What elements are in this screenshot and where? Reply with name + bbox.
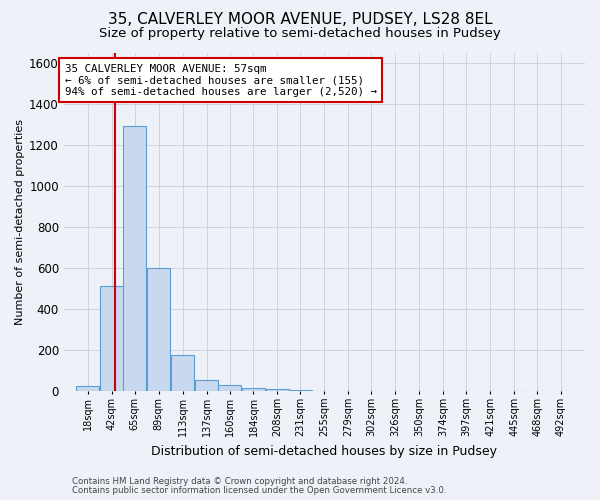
Bar: [289, 390, 312, 391]
Text: Contains public sector information licensed under the Open Government Licence v3: Contains public sector information licen…: [72, 486, 446, 495]
Text: Size of property relative to semi-detached houses in Pudsey: Size of property relative to semi-detach…: [99, 28, 501, 40]
Text: Contains HM Land Registry data © Crown copyright and database right 2024.: Contains HM Land Registry data © Crown c…: [72, 477, 407, 486]
Bar: [76, 386, 100, 391]
X-axis label: Distribution of semi-detached houses by size in Pudsey: Distribution of semi-detached houses by …: [151, 444, 497, 458]
Bar: [123, 126, 146, 391]
Bar: [195, 380, 218, 391]
Bar: [147, 268, 170, 391]
Bar: [218, 385, 241, 391]
Bar: [100, 286, 123, 391]
Bar: [266, 389, 289, 391]
Bar: [171, 355, 194, 391]
Text: 35 CALVERLEY MOOR AVENUE: 57sqm
← 6% of semi-detached houses are smaller (155)
9: 35 CALVERLEY MOOR AVENUE: 57sqm ← 6% of …: [65, 64, 377, 97]
Text: 35, CALVERLEY MOOR AVENUE, PUDSEY, LS28 8EL: 35, CALVERLEY MOOR AVENUE, PUDSEY, LS28 …: [107, 12, 493, 28]
Y-axis label: Number of semi-detached properties: Number of semi-detached properties: [15, 119, 25, 325]
Bar: [242, 388, 265, 391]
